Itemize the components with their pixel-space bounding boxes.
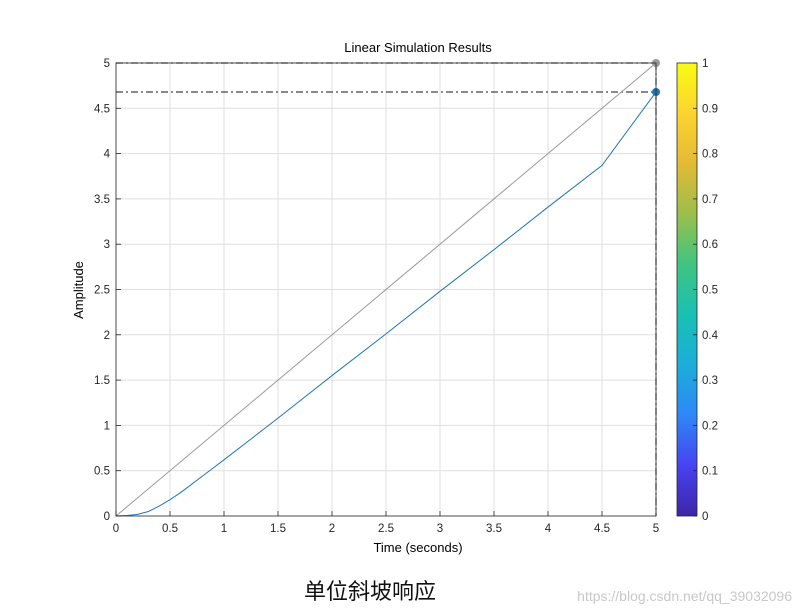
x-tick-label: 3.5 (486, 523, 502, 535)
y-tick-label: 5 (104, 58, 110, 70)
x-tick-label: 4.5 (594, 523, 610, 535)
y-tick-label: 1 (104, 420, 110, 432)
x-tick-label: 0 (113, 523, 119, 535)
colorbar-tick-label: 0.1 (702, 466, 718, 478)
y-tick-label: 0.5 (94, 466, 110, 478)
y-tick-label: 1.5 (94, 375, 110, 387)
x-tick-label: 3 (437, 523, 443, 535)
colorbar-tick-label: 0 (702, 511, 708, 523)
y-tick-label: 2.5 (94, 285, 110, 297)
x-tick-label: 5 (653, 523, 659, 535)
colorbar-tick-label: 0.4 (702, 330, 719, 342)
y-tick-label: 4.5 (94, 103, 110, 115)
y-tick-label: 3 (104, 239, 110, 251)
series-line-1 (116, 91, 656, 516)
y-tick-label: 4 (104, 149, 111, 161)
series (116, 63, 656, 516)
colorbar-tick-label: 0.8 (702, 149, 718, 161)
caption: 单位斜坡响应 (303, 580, 436, 605)
x-tick-label: 0.5 (162, 523, 178, 535)
series-line-0 (116, 63, 656, 516)
colorbar-tick-label: 0.6 (702, 239, 718, 251)
y-axis-ticks: 0 0.5 1 1.5 2 2.5 3 3.5 4 4.5 5 (94, 58, 121, 523)
y-tick-label: 0 (104, 511, 110, 523)
x-tick-label: 4 (545, 523, 552, 535)
colorbar-tick-label: 0.2 (702, 420, 718, 432)
x-axis-ticks: 0 0.5 1 1.5 2 2.5 3 3.5 4 4.5 5 (113, 511, 659, 535)
colorbar-ticks: 0 0.1 0.2 0.3 0.4 0.5 0.6 0.7 0.8 0.9 1 (693, 58, 719, 523)
y-tick-label: 3.5 (94, 194, 110, 206)
y-tick-label: 2 (104, 330, 110, 342)
y-axis-label: Amplitude (71, 261, 86, 319)
x-tick-label: 1 (221, 523, 227, 535)
watermark: https://blog.csdn.net/qq_39032096 (577, 588, 792, 604)
x-axis-label: Time (seconds) (373, 540, 462, 555)
colorbar-tick-label: 0.5 (702, 285, 718, 297)
x-tick-label: 2 (329, 523, 335, 535)
x-tick-label: 1.5 (270, 523, 286, 535)
colorbar-tick-label: 1 (702, 58, 708, 70)
colorbar-tick-label: 0.9 (702, 103, 718, 115)
chart-title: Linear Simulation Results (344, 40, 492, 55)
x-tick-label: 2.5 (378, 523, 394, 535)
colorbar-tick-label: 0.3 (702, 375, 718, 387)
colorbar-tick-label: 0.7 (702, 194, 718, 206)
